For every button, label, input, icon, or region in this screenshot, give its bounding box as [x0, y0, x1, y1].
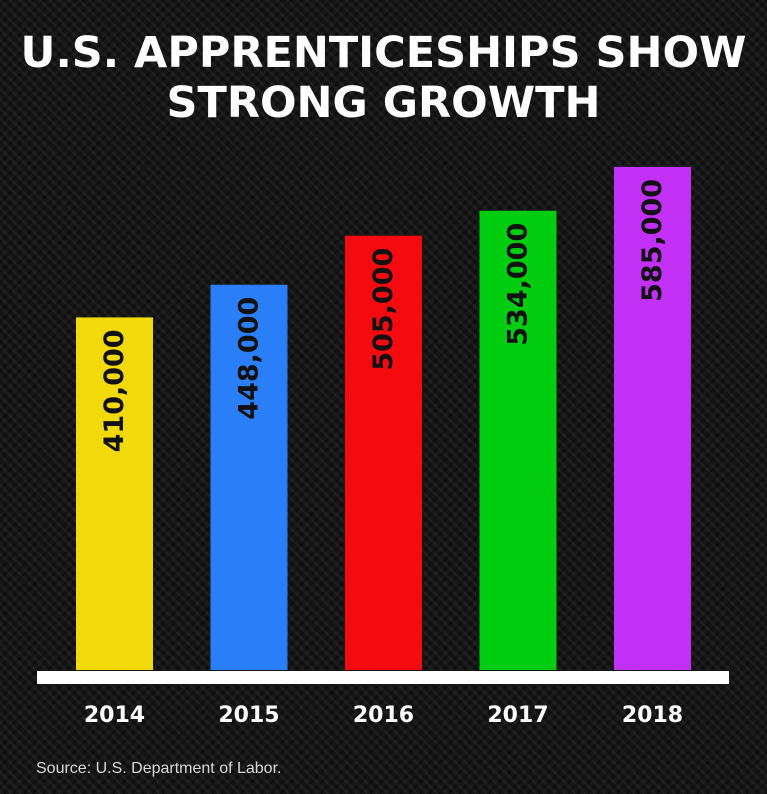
data-label-2015: 448,000 — [234, 297, 265, 420]
x-tick-label-2014: 2014 — [84, 703, 145, 728]
source-note: Source: U.S. Department of Labor. — [36, 760, 282, 777]
chart-title: U.S. APPRENTICESHIPS SHOW STRONG GROWTH — [0, 28, 767, 128]
bar-2017 — [479, 210, 557, 670]
x-tick-label-2018: 2018 — [622, 703, 683, 728]
x-tick-label-2017: 2017 — [487, 703, 548, 728]
bar-2014 — [76, 317, 153, 670]
chart-title-line-1: U.S. APPRENTICESHIPS SHOW — [20, 28, 747, 78]
bar-2016 — [345, 235, 422, 670]
x-axis-baseline — [37, 671, 729, 684]
data-label-2016: 505,000 — [368, 248, 399, 371]
data-label-2018: 585,000 — [637, 179, 668, 302]
data-label-2014: 410,000 — [99, 329, 130, 452]
x-tick-label-2015: 2015 — [218, 703, 279, 728]
chart-title-line-2: STRONG GROWTH — [166, 78, 601, 128]
bar-2018 — [614, 166, 691, 670]
bar-2015 — [210, 284, 288, 670]
data-label-2017: 534,000 — [503, 223, 534, 346]
x-tick-label-2016: 2016 — [353, 703, 414, 728]
